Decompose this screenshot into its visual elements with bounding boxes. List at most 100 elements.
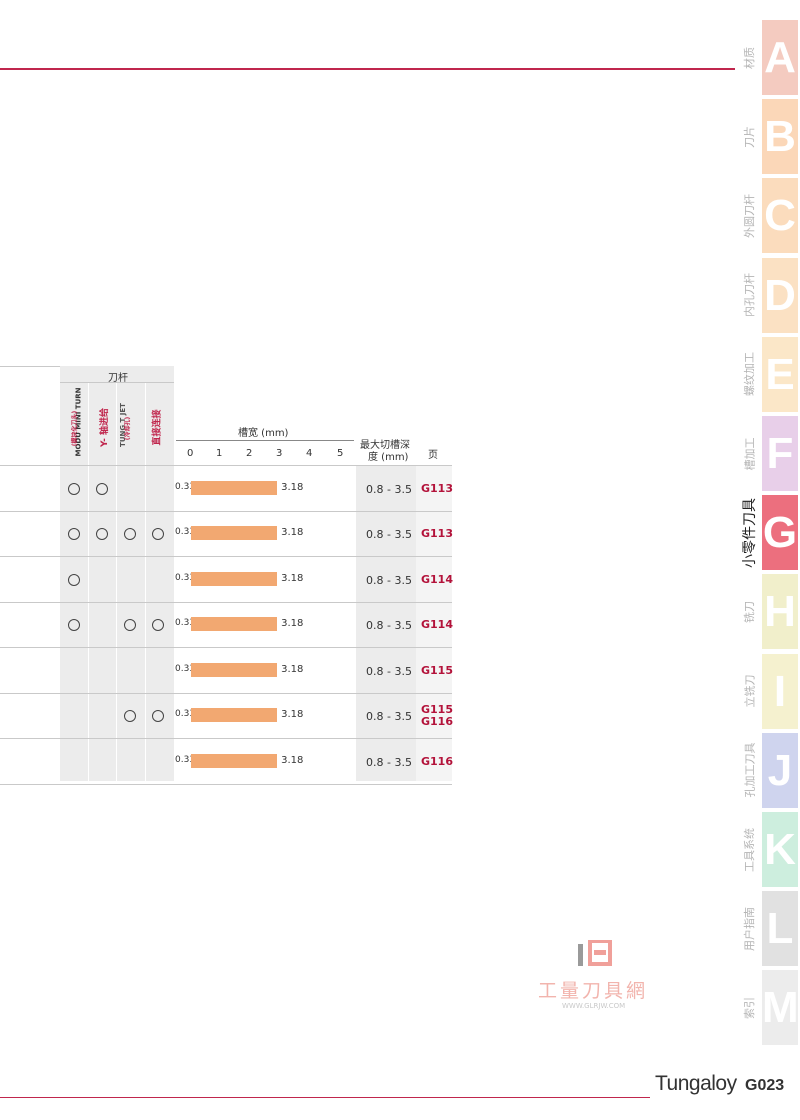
section-tab-label[interactable]: 铣刀 xyxy=(743,600,756,623)
page-ref[interactable]: G116 xyxy=(421,754,453,768)
section-tab-b[interactable]: B xyxy=(762,99,800,175)
section-tab-g[interactable]: G xyxy=(762,495,800,571)
page-ref[interactable]: G113 xyxy=(421,527,453,541)
section-tab-label[interactable]: 索引 xyxy=(743,996,756,1019)
tab-letter: E xyxy=(762,336,798,412)
page-ref[interactable]: G115 xyxy=(421,663,453,677)
groove-width-bar xyxy=(190,708,278,723)
section-tab-label[interactable]: 立铣刀 xyxy=(743,674,756,708)
watermark-url: WWW.GLRJW.COM xyxy=(562,1002,626,1010)
min-width-label: 0.33 xyxy=(175,618,196,629)
row-border xyxy=(0,601,452,603)
min-width-label: 0.33 xyxy=(175,663,196,674)
section-tab-label[interactable]: 工具系统 xyxy=(743,827,756,872)
tab-letter: A xyxy=(762,20,798,95)
page-reference-link[interactable]: G114 xyxy=(421,619,453,631)
availability-circle-icon xyxy=(124,619,136,632)
tab-letter: J xyxy=(762,732,798,808)
page-ref[interactable]: G114 xyxy=(421,572,453,586)
table-top-border xyxy=(0,366,60,367)
column-divider xyxy=(88,382,89,781)
availability-circle-icon xyxy=(96,528,108,541)
max-width-label: 3.18 xyxy=(281,754,304,766)
section-tab-label[interactable]: 刀片 xyxy=(743,125,756,148)
row-border xyxy=(0,738,452,739)
section-tab-h[interactable]: H xyxy=(762,574,800,650)
min-width-label: 0.33 xyxy=(175,754,196,765)
watermark-mark-icon xyxy=(578,940,618,970)
tab-letter: H xyxy=(762,574,798,650)
section-tab-a[interactable]: A xyxy=(762,20,800,95)
max-depth-value: 0.8 - 3.5 xyxy=(366,482,412,496)
section-tab-l[interactable]: L xyxy=(762,891,800,967)
section-tab-label[interactable]: 小零件刀具 xyxy=(742,497,758,568)
scale-tick: 0 xyxy=(187,448,194,459)
holder-tung-t-jet-sub: (冷却孔) xyxy=(124,416,132,441)
section-tab-d[interactable]: D xyxy=(762,257,800,333)
scale-tick: 2 xyxy=(246,448,253,459)
section-tab-label[interactable]: 螺纹加工 xyxy=(743,352,756,397)
availability-circle-icon xyxy=(152,710,164,723)
tab-letter: L xyxy=(762,891,798,967)
scale-tick: 5 xyxy=(337,448,344,459)
page-ref[interactable]: G116 xyxy=(421,715,453,729)
page-column-bg xyxy=(416,466,452,781)
max-depth-value: 0.8 - 3.5 xyxy=(366,755,412,769)
max-depth-value: 0.8 - 3.5 xyxy=(366,710,412,724)
tab-letter: I xyxy=(762,653,798,729)
section-tab-e[interactable]: E xyxy=(762,336,800,412)
availability-circle-icon xyxy=(68,482,80,495)
min-width-label: 0.33 xyxy=(175,709,196,720)
top-rule xyxy=(0,68,735,70)
tab-letter: F xyxy=(762,416,798,491)
section-tab-label[interactable]: 孔加工刀具 xyxy=(743,742,756,798)
section-tab-label[interactable]: 槽加工 xyxy=(743,437,756,470)
section-tab-m[interactable]: M xyxy=(762,970,800,1046)
section-tab-k[interactable]: K xyxy=(762,812,800,887)
groove-width-bar xyxy=(190,617,278,632)
section-tab-j[interactable]: J xyxy=(762,732,800,808)
section-tab-label[interactable]: 内孔刀杆 xyxy=(743,273,756,318)
tab-letter: D xyxy=(762,257,798,333)
max-depth-title-2: 度 (mm) xyxy=(368,452,409,463)
holder-group-title: 刀杆 xyxy=(108,373,128,384)
availability-circle-icon xyxy=(124,528,136,541)
holder-y-axis-feed: Y- 轴进给 xyxy=(100,407,111,448)
groove-width-bar xyxy=(190,753,278,768)
page-reference-link[interactable]: G115 xyxy=(421,663,453,677)
section-tab-i[interactable]: I xyxy=(762,653,800,729)
row-border xyxy=(0,783,452,785)
page-number: G023 xyxy=(745,1077,785,1094)
max-depth-value: 0.8 - 3.5 xyxy=(366,619,412,633)
max-depth-title-1: 最大切槽深 xyxy=(360,440,410,451)
page-ref[interactable]: G113 xyxy=(421,481,453,495)
page-reference-link[interactable]: G114 xyxy=(421,572,453,586)
page-reference-link[interactable]: G113 xyxy=(421,528,453,540)
row-border xyxy=(0,556,452,557)
page-reference-link[interactable]: G116 xyxy=(421,754,453,768)
table-row: 0.33 3.18 0.8 - 3.5 G116 xyxy=(0,739,453,785)
page-ref[interactable]: G115 xyxy=(421,703,453,717)
max-width-label: 3.18 xyxy=(281,481,304,493)
page-reference-link[interactable]: G115 G116 xyxy=(421,704,453,728)
section-tab-label[interactable]: 外圆刀杆 xyxy=(743,193,756,238)
scale-tick: 3 xyxy=(276,448,283,459)
groove-width-bar xyxy=(190,662,278,677)
section-tab-c[interactable]: C xyxy=(762,178,800,254)
grooving-table: 刀杆 MODU MINI TURN (模块化刀头) Y- 轴进给 TUNG T … xyxy=(0,366,453,786)
availability-circle-icon xyxy=(124,710,136,723)
groove-width-bar xyxy=(190,480,278,495)
page-ref[interactable]: G114 xyxy=(421,618,453,632)
section-tab-label[interactable]: 材质 xyxy=(743,46,756,69)
min-width-label: 0.33 xyxy=(175,527,196,538)
min-width-label: 0.33 xyxy=(175,572,196,583)
depth-column-bg xyxy=(356,466,416,781)
section-tab-f[interactable]: F xyxy=(762,416,800,491)
column-divider xyxy=(145,382,146,781)
header-bottom-border xyxy=(0,465,452,466)
page-reference-link[interactable]: G113 xyxy=(421,481,453,495)
max-width-label: 3.18 xyxy=(281,663,304,675)
section-tab-label[interactable]: 用户指南 xyxy=(743,906,756,951)
watermark-logo: 工量刀具網 WWW.GLRJW.COM xyxy=(530,940,670,1015)
tab-letter: B xyxy=(762,99,798,175)
